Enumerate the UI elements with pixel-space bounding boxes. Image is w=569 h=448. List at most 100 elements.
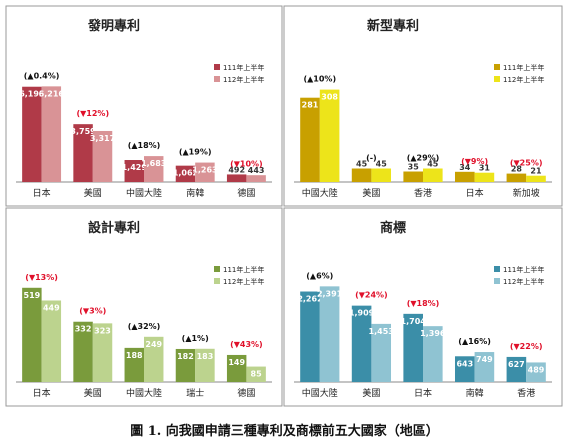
change-label: (▼12%) [76,109,109,118]
bar [474,172,495,182]
bar [403,171,423,182]
bar [300,291,320,382]
data-label: 281 [302,101,319,110]
bar [506,356,527,382]
legend-label: 111年上半年 [223,265,264,274]
bar [371,168,392,182]
change-label: (▼3%) [79,307,106,316]
data-label: 35 [408,163,420,172]
change-label: (▲6%) [306,271,333,280]
bar [319,286,340,382]
legend-swatch [494,266,500,272]
legend-label: 112年上半年 [223,277,264,286]
bar [226,174,247,182]
category-label: 德國 [237,187,255,199]
legend-label: 111年上半年 [503,265,544,274]
data-label: 6,216 [39,89,65,98]
category-label: 日本 [33,387,51,399]
bar [73,321,93,382]
bar [403,313,423,382]
category-label: 德國 [237,387,255,399]
legend-label: 112年上半年 [503,75,544,84]
change-label: (▼22%) [510,342,543,351]
data-label: 3,317 [90,134,115,143]
bar [226,354,247,382]
data-label: 3,759 [70,127,96,136]
data-label: 1,704 [401,317,427,326]
data-label: 627 [508,360,525,369]
data-label: 183 [197,352,214,361]
change-label: (▼43%) [230,340,263,349]
data-label: 308 [321,93,338,102]
data-label: 1,683 [141,159,166,168]
bar [300,97,320,182]
bar [351,305,372,382]
legend-swatch [494,278,500,284]
change-label: (-) [366,154,377,163]
bar [351,168,372,182]
chart-title: 商標 [380,220,406,236]
chart-title: 發明專利 [87,18,140,34]
legend-label: 111年上半年 [223,63,264,72]
category-label: 香港 [517,387,535,399]
change-label: (▼25%) [510,159,543,168]
legend-swatch [214,278,220,284]
data-label: 1,909 [349,309,375,318]
legend-swatch [494,64,500,70]
category-label: 瑞士 [186,387,204,399]
category-label: 新加坡 [513,187,540,199]
category-label: 南韓 [186,187,204,199]
bar [124,347,144,382]
bar [144,336,164,382]
bar [41,300,62,382]
category-label: 日本 [466,187,484,199]
bar [526,362,546,382]
legend-swatch [214,76,220,82]
bar [423,326,443,382]
data-label: 2,262 [297,295,322,304]
data-label: 332 [75,325,92,334]
change-label: (▲0.4%) [24,71,60,80]
bar [506,173,527,182]
bar [175,165,196,182]
data-label: 249 [145,340,162,349]
bar [22,86,42,182]
category-label: 日本 [33,187,51,199]
bar [195,162,215,182]
bar [454,171,475,182]
bar [423,168,443,182]
bar [22,287,42,382]
category-label: 美國 [362,187,380,199]
data-label: 643 [456,359,473,368]
change-label: (▲32%) [128,322,161,331]
bar [474,352,495,382]
data-label: 1,396 [420,329,446,338]
data-label: 1,453 [369,327,394,336]
bar [144,156,164,182]
change-label: (▲29%) [407,154,440,163]
data-label: 149 [228,358,245,367]
change-label: (▲16%) [458,337,491,346]
data-label: 1,263 [192,166,217,175]
bar [73,124,93,182]
legend-swatch [214,64,220,70]
change-label: (▼13%) [25,273,58,282]
bar [175,348,196,382]
data-label: 6,193 [19,90,44,99]
data-label: 28 [511,165,523,174]
legend-swatch [494,76,500,82]
data-label: 489 [528,365,545,374]
legend-label: 112年上半年 [223,75,264,84]
change-label: (▼24%) [355,291,388,300]
category-label: 美國 [84,387,102,399]
data-label: 749 [476,355,493,364]
data-label: 31 [479,164,491,173]
data-label: 1,062 [173,169,198,178]
category-label: 中國大陸 [302,387,338,399]
data-label: 45 [356,160,368,169]
bar [319,89,340,182]
category-label: 中國大陸 [126,387,162,399]
bar [92,130,113,182]
data-label: 443 [248,166,265,175]
